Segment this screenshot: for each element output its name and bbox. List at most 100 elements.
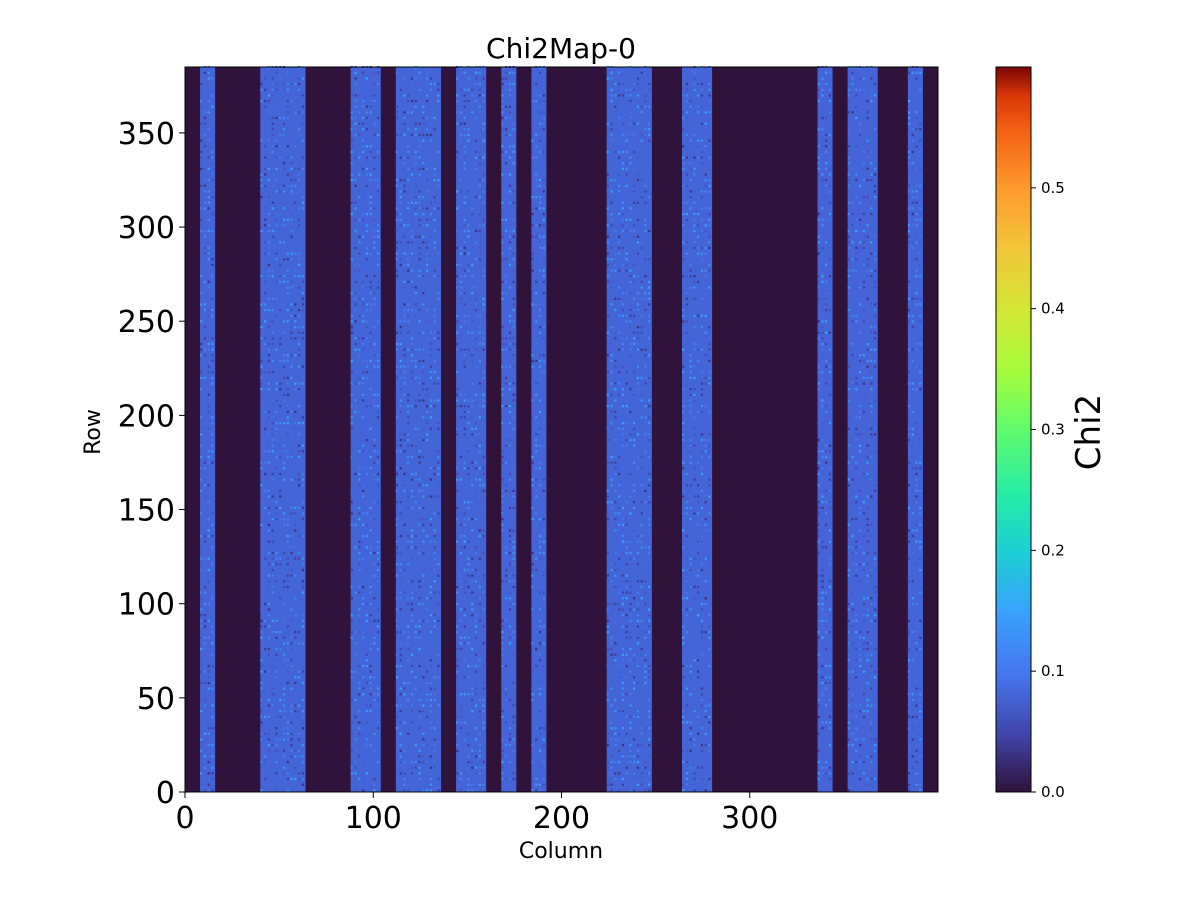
heatmap-cell (463, 145, 466, 148)
heatmap-cell (535, 478, 538, 481)
heatmap-cell (538, 325, 542, 329)
heatmap-cell (275, 433, 278, 436)
heatmap-cell (260, 111, 263, 114)
heatmap-cell (482, 608, 485, 611)
heatmap-cell (207, 314, 210, 317)
heatmap-cell (817, 642, 820, 645)
heatmap-cell (471, 574, 474, 577)
heatmap-cell (260, 195, 263, 199)
heatmap-cell (422, 399, 425, 402)
heatmap-cell (874, 190, 877, 193)
heatmap-cell (689, 235, 692, 238)
heatmap-cell (501, 653, 504, 656)
heatmap-cell (644, 602, 647, 606)
heatmap-cell (429, 766, 432, 769)
heatmap-cell (354, 133, 357, 137)
heatmap-cell (459, 122, 463, 125)
heatmap-cell (365, 472, 368, 476)
heatmap-cell (207, 484, 210, 487)
heatmap-cell (297, 478, 301, 481)
heatmap-cell (433, 195, 436, 199)
heatmap-cell (817, 280, 820, 283)
heatmap-cell (512, 116, 515, 120)
heatmap-cell (821, 173, 824, 176)
heatmap-cell (542, 325, 545, 329)
heatmap-cell (625, 150, 628, 154)
heatmap-cell (200, 715, 203, 718)
heatmap-cell (407, 421, 410, 425)
heatmap-cell (617, 371, 621, 374)
heatmap-cell (828, 585, 832, 589)
heatmap-cell (200, 184, 203, 187)
heatmap-cell (211, 376, 214, 380)
heatmap-cell (512, 630, 515, 634)
heatmap-cell (414, 212, 417, 216)
heatmap-cell (207, 201, 210, 204)
heatmap-cell (708, 88, 711, 91)
heatmap-cell (505, 664, 508, 668)
heatmap-cell (866, 523, 869, 526)
heatmap-cell (459, 642, 463, 645)
heatmap-cell (689, 162, 692, 165)
heatmap-cell (866, 608, 869, 611)
heatmap-cell (429, 354, 432, 357)
heatmap-cell (704, 331, 707, 334)
heatmap-cell (410, 489, 414, 493)
heatmap-cell (410, 371, 414, 374)
heatmap-cell (422, 438, 425, 442)
heatmap-cell (260, 698, 263, 702)
heatmap-cell (282, 710, 286, 713)
heatmap-cell (429, 614, 432, 617)
heatmap-cell (418, 760, 421, 764)
heatmap-cell (862, 376, 865, 380)
heatmap-cell (681, 399, 685, 402)
heatmap-cell (271, 495, 274, 498)
heatmap-cell (369, 534, 372, 538)
heatmap-cell (708, 156, 711, 159)
heatmap-cell (437, 71, 440, 74)
heatmap-cell (644, 450, 647, 453)
heatmap-cell (512, 269, 515, 272)
heatmap-cell (538, 331, 542, 334)
heatmap-cell (294, 766, 297, 769)
heatmap-cell (294, 258, 297, 261)
heatmap-cell (399, 749, 402, 752)
heatmap-cell (685, 619, 689, 622)
heatmap-cell (633, 687, 636, 690)
heatmap-cell (636, 122, 640, 125)
heatmap-cell (538, 727, 542, 730)
heatmap-cell (614, 512, 617, 515)
heatmap-cell (697, 156, 700, 159)
heatmap-cell (625, 184, 628, 187)
heatmap-cell (260, 359, 263, 363)
heatmap-cell (821, 438, 824, 442)
heatmap-cell (501, 128, 504, 131)
heatmap-cell (286, 359, 289, 363)
heatmap-cell (267, 732, 271, 735)
heatmap-cell (693, 399, 696, 402)
heatmap-cell (418, 647, 421, 651)
heatmap-cell (610, 568, 613, 572)
heatmap-cell (373, 444, 376, 447)
heatmap-cell (286, 523, 289, 526)
heatmap-cell (290, 156, 293, 159)
heatmap-cell (414, 743, 417, 747)
heatmap-cell (433, 275, 436, 278)
heatmap-cell (700, 325, 704, 329)
heatmap-cell (407, 405, 410, 408)
heatmap-cell (847, 484, 850, 487)
heatmap-cell (456, 275, 459, 278)
heatmap-cell (294, 173, 297, 176)
heatmap-cell (501, 122, 504, 125)
heatmap-cell (704, 376, 707, 380)
heatmap-cell (267, 195, 271, 199)
heatmap-cell (407, 99, 410, 103)
heatmap-cell (648, 715, 651, 718)
heatmap-cell (482, 201, 485, 204)
heatmap-cell (858, 743, 862, 747)
heatmap-cell (821, 472, 824, 476)
heatmap-cell (474, 184, 478, 187)
heatmap-cell (369, 111, 372, 114)
heatmap-cell (821, 94, 824, 97)
heatmap-cell (399, 614, 402, 617)
